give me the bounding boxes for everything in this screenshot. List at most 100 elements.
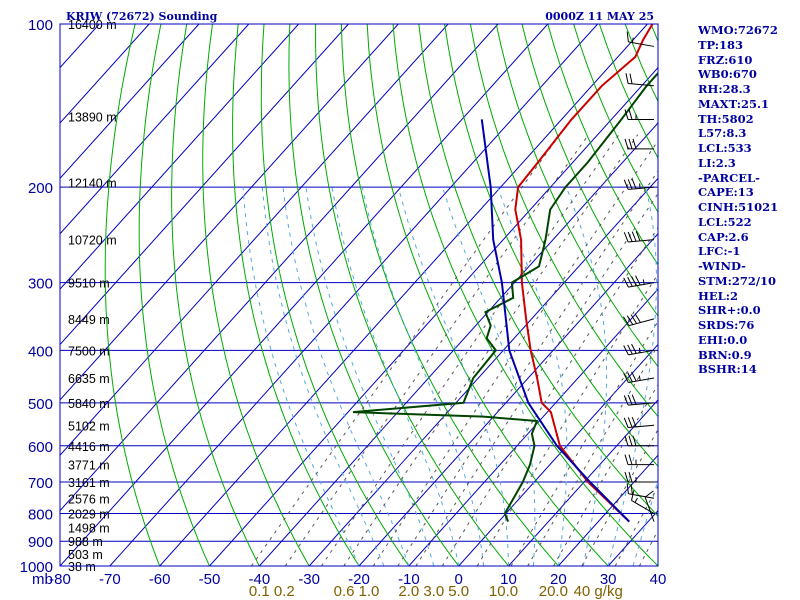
barb-flag: [632, 138, 637, 150]
wind-barb: [623, 178, 655, 190]
index-line: LI:2.3: [698, 155, 736, 170]
index-line: RH:28.3: [698, 82, 751, 96]
temperature-tick-label: -10: [398, 571, 420, 588]
pressure-tick-label: 800: [28, 506, 53, 523]
height-label: 3771 m: [68, 459, 110, 473]
index-line: HEL:2: [698, 288, 738, 303]
barb-staff: [628, 186, 655, 190]
barb-flag: [627, 344, 633, 355]
mixing-ratio-label: 1.0: [359, 583, 380, 600]
temperature-tick-label: -80: [49, 571, 71, 588]
barb-half: [631, 37, 634, 43]
temperature-tick-label: 40: [650, 571, 667, 588]
index-line: SHR+:0.0: [698, 303, 761, 318]
barb-flag: [628, 435, 633, 446]
height-label: 7500 m: [68, 344, 110, 358]
isotherm-line: [557, 454, 658, 566]
barb-flag: [624, 109, 629, 120]
isotherm-line: [408, 288, 658, 566]
isotherm-line: [60, 24, 349, 346]
wind-barb: [623, 416, 655, 429]
barb-flag: [630, 490, 635, 501]
barb-flag: [624, 138, 629, 150]
dry-adiabat: [171, 24, 260, 566]
mixing-ratio-line: [397, 170, 658, 566]
dry-adiabat: [547, 24, 658, 266]
isotherm-line: [60, 24, 549, 566]
mixing-ratio-line: [510, 320, 658, 566]
temperature-tick-label: -30: [298, 571, 320, 588]
barb-flag: [635, 231, 641, 242]
barb-flag: [630, 314, 638, 324]
dewpoint-line: [352, 71, 658, 522]
index-line: CAP:2.6: [698, 229, 749, 244]
wind-barb: [624, 138, 654, 150]
wind-barb: [626, 483, 655, 499]
barb-flag: [623, 395, 629, 406]
mixing-ratio-line: [527, 344, 658, 566]
mixing-ratio-line: [372, 139, 658, 566]
isotherm-line: [60, 24, 150, 124]
isotherm-line: [308, 177, 658, 566]
mixing-ratio-label: 0.1: [249, 583, 270, 600]
barb-half: [642, 279, 645, 285]
index-line: L57:8.3: [698, 126, 747, 141]
wind-barb: [624, 471, 654, 483]
mixing-ratio-label: 0.6: [334, 583, 355, 600]
temperature-line: [514, 24, 654, 523]
dry-adiabat: [138, 24, 210, 566]
isotherm-line: [358, 233, 658, 566]
index-line: TP:183: [698, 37, 744, 52]
index-line: CINH:51021: [698, 200, 779, 214]
height-label: 38 m: [68, 560, 96, 574]
isotherm-line: [458, 343, 658, 566]
barb-flag: [644, 490, 654, 498]
mixing-ratio-label: 5.0: [448, 583, 469, 600]
index-line: LFC:-1: [698, 244, 741, 259]
dry-adiabat: [392, 24, 658, 566]
dry-adiabat: [521, 24, 658, 317]
temperature-tick-label: -50: [199, 571, 221, 588]
barb-flag: [626, 31, 629, 42]
index-line: -PARCEL-: [698, 170, 760, 185]
moist-adiabat: [331, 187, 460, 566]
index-line: SRDS:76: [698, 318, 755, 332]
height-label: 6635 m: [68, 372, 110, 386]
mixing-ratio-label: 20.0: [539, 583, 568, 600]
barb-staff: [628, 424, 655, 429]
index-line: LCL:522: [698, 214, 752, 229]
barb-flag: [627, 231, 633, 242]
barb-flag: [635, 275, 641, 286]
barb-flag: [630, 484, 633, 495]
height-label: 503 m: [68, 548, 103, 562]
barb-half: [638, 347, 641, 353]
barb-flag: [624, 471, 629, 483]
barb-flag: [626, 315, 634, 325]
index-line: EHI:0.0: [698, 332, 748, 347]
barb-staff: [631, 500, 655, 514]
moist-adiabat: [497, 187, 568, 566]
barb-flag: [634, 313, 641, 323]
height-label: 10720 m: [68, 234, 117, 248]
wind-barb: [625, 73, 655, 87]
wind-barb: [622, 313, 655, 327]
temperature-tick-label: 20: [550, 571, 567, 588]
mixing-ratio-label: 0.2: [274, 583, 295, 600]
profile-lines: [352, 24, 658, 523]
wind-barb: [626, 31, 655, 47]
barb-flag: [627, 394, 633, 405]
height-label: 1498 m: [68, 522, 110, 536]
dry-adiabat: [418, 24, 658, 517]
isotherm-line: [60, 24, 300, 290]
barb-flag: [627, 417, 633, 428]
barb-flag: [629, 73, 633, 84]
barb-staff: [628, 493, 655, 499]
mixing-ratio-line: [321, 134, 620, 566]
pressure-unit-label: mb: [32, 571, 53, 588]
index-line: LCL:533: [698, 141, 752, 155]
isotherm-line: [159, 24, 648, 566]
parcel-line: [480, 119, 630, 523]
dry-adiabat: [315, 24, 509, 566]
